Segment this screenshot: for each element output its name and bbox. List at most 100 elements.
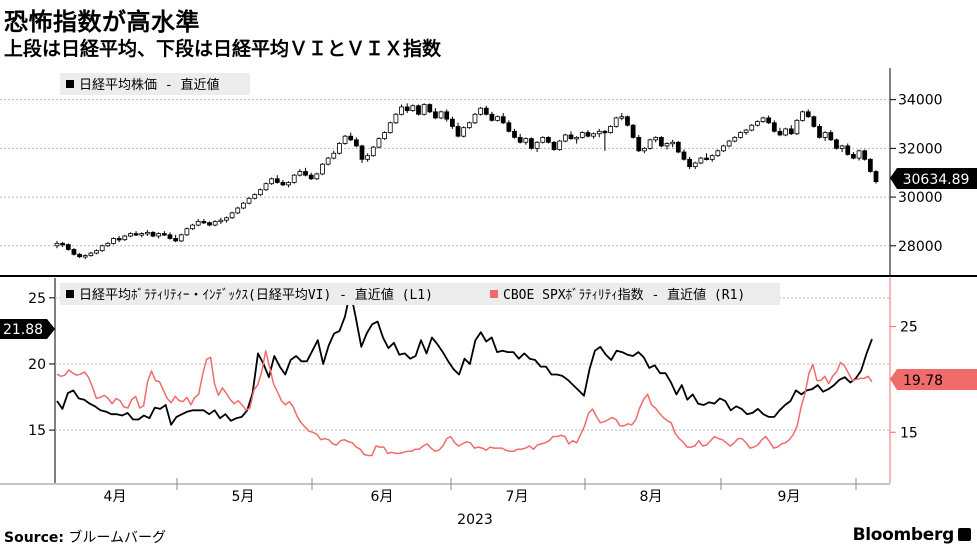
- candle: [111, 237, 116, 245]
- vi-line: [56, 290, 873, 426]
- bottom-legend-box: [60, 283, 780, 305]
- candle-body-down: [308, 174, 314, 180]
- candle: [144, 229, 150, 237]
- candle-body-up: [382, 132, 387, 140]
- candle-body-up: [579, 132, 585, 138]
- candle: [596, 128, 602, 138]
- candle-body-down: [167, 234, 173, 239]
- candle: [88, 251, 94, 257]
- vi-last-value: 21.88: [3, 322, 43, 338]
- candle: [873, 170, 879, 184]
- candle: [60, 242, 66, 247]
- candle: [71, 248, 77, 256]
- source-text: ブルームバーグ: [68, 530, 167, 546]
- source-label: Source:: [4, 530, 64, 546]
- candle-body-up: [557, 140, 563, 150]
- candle-body-down: [704, 157, 709, 161]
- candle: [715, 149, 721, 157]
- candle-body-up: [54, 242, 60, 247]
- candle-body-down: [625, 116, 630, 126]
- candle-body-down: [851, 154, 856, 159]
- candle-body-up: [664, 143, 670, 147]
- candle-body-up: [212, 221, 218, 226]
- source-line: Source: ブルームバーグ: [4, 527, 166, 547]
- candle-body-down: [500, 116, 506, 124]
- candle-body-up: [794, 119, 800, 135]
- candle: [365, 153, 371, 162]
- candle-body-down: [867, 158, 873, 172]
- candle: [257, 188, 263, 196]
- vi-legend-swatch: [66, 290, 74, 298]
- candle-body-down: [630, 124, 636, 138]
- candle-body-up: [670, 141, 676, 145]
- candle-body-up: [642, 147, 647, 152]
- candle: [382, 131, 387, 140]
- candle-body-down: [416, 105, 421, 115]
- x-tick-label: 9月: [778, 489, 801, 505]
- candle: [783, 127, 789, 137]
- candle-body-up: [229, 212, 235, 219]
- candle: [630, 124, 636, 139]
- top-y-tick-label: 32000: [898, 141, 943, 157]
- candle: [263, 182, 269, 191]
- candle: [562, 133, 568, 143]
- candle-body-down: [444, 111, 450, 120]
- candle-body-up: [698, 157, 704, 164]
- candle-body-up: [82, 255, 88, 258]
- candle-body-up: [269, 178, 275, 185]
- candle-body-down: [201, 221, 207, 224]
- candle: [320, 162, 325, 176]
- candle-body-down: [805, 111, 811, 118]
- candle-body-up: [139, 233, 145, 236]
- candle: [822, 131, 828, 142]
- candle-body-down: [811, 116, 817, 127]
- candle-body-up: [314, 173, 320, 180]
- candle: [856, 149, 862, 161]
- candle-body-up: [393, 113, 399, 124]
- top-legend-box: [60, 73, 250, 95]
- candle-body-down: [450, 118, 455, 127]
- candle: [551, 141, 557, 151]
- candle-body-up: [574, 137, 580, 140]
- x-tick-label: 5月: [232, 489, 255, 505]
- bloomberg-mark-icon: [958, 528, 971, 541]
- candle-body-up: [376, 138, 382, 148]
- candle: [591, 132, 596, 139]
- candle: [800, 110, 805, 122]
- candle-body-up: [297, 171, 303, 176]
- candle: [201, 218, 207, 224]
- candle-body-up: [190, 224, 195, 230]
- candle: [704, 153, 709, 161]
- candle-body-up: [122, 235, 128, 241]
- x-axis-year-label: 2023: [457, 512, 493, 528]
- candle: [455, 122, 461, 138]
- candle: [845, 143, 851, 156]
- vix-legend-label: CBOE SPXﾎﾞﾗﾃｨﾘﾃｨ指数 - 直近値 (R1): [503, 287, 745, 303]
- candle: [139, 232, 145, 238]
- candle-body-down: [862, 150, 868, 160]
- candle: [867, 158, 873, 173]
- vi-last-value-badge: 21.88: [0, 319, 55, 339]
- candle-body-down: [71, 249, 77, 255]
- candle-body-up: [342, 135, 348, 144]
- candle-body-up: [839, 145, 845, 149]
- candle-body-up: [399, 106, 404, 115]
- candle-body-down: [348, 135, 354, 141]
- candle-body-down: [817, 126, 822, 138]
- vix-last-value-badge: 19.78: [890, 369, 977, 390]
- candle: [314, 172, 320, 181]
- candle: [721, 144, 726, 153]
- candle: [743, 128, 749, 135]
- candle-body-up: [466, 122, 472, 129]
- candle-body-down: [506, 122, 512, 132]
- vix-last-value: 19.78: [903, 373, 943, 389]
- candle: [331, 150, 337, 160]
- candle: [376, 137, 382, 149]
- candle: [173, 234, 178, 243]
- candle-body-up: [105, 242, 111, 247]
- candle-body-down: [427, 104, 433, 113]
- candle-body-up: [540, 137, 546, 143]
- candle: [161, 231, 167, 237]
- x-tick-label: 6月: [371, 489, 394, 505]
